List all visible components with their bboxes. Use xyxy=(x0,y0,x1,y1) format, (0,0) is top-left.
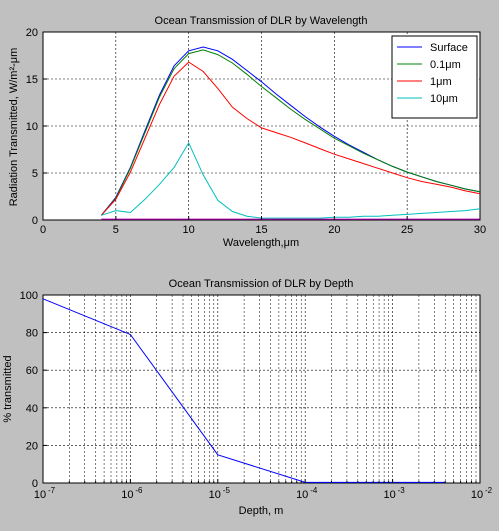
y-tick-label: 5 xyxy=(32,168,38,180)
x-tick-label-exponent: -5 xyxy=(223,486,231,495)
x-tick-label-base: 10 xyxy=(471,489,483,501)
y-tick-label: 10 xyxy=(26,121,38,133)
y-tick-label: 20 xyxy=(26,440,38,452)
y-tick-label: 20 xyxy=(26,27,38,39)
x-tick-label-exponent: -6 xyxy=(135,486,143,495)
depth-plot-area xyxy=(42,294,481,484)
x-tick-label: 30 xyxy=(474,224,486,236)
wavelength-y-axis-label: Radiation Transmitted, W/m²-μm xyxy=(8,48,20,207)
wavelength-chart-title: Ocean Transmission of DLR by Wavelength xyxy=(155,15,368,27)
legend-box xyxy=(391,35,478,119)
x-tick-label: 10 xyxy=(183,224,195,236)
depth-series xyxy=(42,298,446,483)
wavelength-series xyxy=(100,46,481,220)
y-tick-label: 15 xyxy=(26,74,38,86)
wavelength-chart: 0 5 10 15 20 25 30 0 5 10 15 20 Ocean Transmission … xyxy=(8,15,486,249)
depth-x-axis-label: Depth, m xyxy=(239,505,284,517)
depth-y-axis-label: % transmitted xyxy=(2,355,14,422)
wavelength-x-axis-label: Wavelength,μm xyxy=(223,237,299,249)
series-line xyxy=(100,49,481,216)
y-tick-label: 0 xyxy=(32,478,38,490)
x-tick-label-base: 10 xyxy=(34,489,46,501)
wavelength-ticks: 0 5 10 15 20 25 30 0 5 10 15 20 xyxy=(26,27,486,236)
x-tick-label-exponent: -3 xyxy=(398,486,406,495)
series-line xyxy=(100,61,481,216)
y-tick-label: 100 xyxy=(20,290,38,302)
x-tick-label-exponent: -2 xyxy=(485,486,493,495)
legend-label: 10μm xyxy=(430,93,458,105)
y-tick-label: 60 xyxy=(26,365,38,377)
x-tick-label: 0 xyxy=(40,224,46,236)
x-tick-label-exponent: -7 xyxy=(48,486,56,495)
x-tick-label: 5 xyxy=(113,224,119,236)
depth-chart-title: Ocean Transmission of DLR by Depth xyxy=(169,278,354,290)
x-tick-label-base: 10 xyxy=(383,489,395,501)
x-tick-label-base: 10 xyxy=(209,489,221,501)
series-line xyxy=(101,141,481,219)
x-tick-label-exponent: -4 xyxy=(310,486,318,495)
legend-label: 0.1μm xyxy=(430,59,461,71)
y-tick-label: 80 xyxy=(26,328,38,340)
x-tick-label: 20 xyxy=(328,224,340,236)
x-tick-label: 25 xyxy=(401,224,413,236)
x-tick-label-base: 10 xyxy=(121,489,133,501)
x-tick-label-base: 10 xyxy=(296,489,308,501)
legend-label: 1μm xyxy=(430,76,452,88)
wavelength-legend: Surface 0.1μm 1μm 10μm xyxy=(391,35,478,119)
depth-grid xyxy=(43,295,480,483)
legend-label: Surface xyxy=(430,42,468,54)
x-tick-label: 15 xyxy=(255,224,267,236)
y-tick-label: 40 xyxy=(26,403,38,415)
y-tick-label: 0 xyxy=(32,215,38,227)
series-line xyxy=(42,298,446,483)
